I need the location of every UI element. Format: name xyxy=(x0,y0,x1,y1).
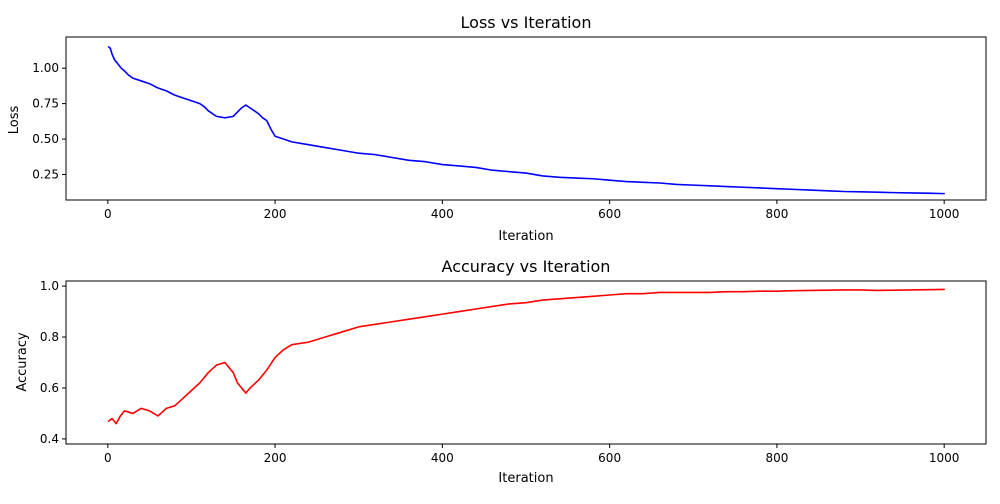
x-tick-label: 400 xyxy=(431,451,454,465)
chart-title: Loss vs Iteration xyxy=(461,13,592,32)
y-tick-label: 1.0 xyxy=(40,279,59,293)
x-axis-label: Iteration xyxy=(498,229,553,244)
y-tick-label: 0.50 xyxy=(32,132,59,146)
x-tick-label: 800 xyxy=(765,207,788,221)
y-tick-label: 1.00 xyxy=(32,61,59,75)
y-tick-label: 0.4 xyxy=(40,432,59,446)
x-tick-label: 600 xyxy=(598,451,621,465)
axis-ticks: 0 200 400 600 800 1000 0.4 0.6 0.8 1.0 xyxy=(40,279,960,465)
x-tick-label: 0 xyxy=(104,207,112,221)
y-tick-label: 0.8 xyxy=(40,330,59,344)
axes-frame xyxy=(65,280,987,445)
x-tick-label: 400 xyxy=(431,207,454,221)
series-line xyxy=(107,46,945,195)
accuracy-chart: Accuracy vs Iteration Iteration Accuracy… xyxy=(15,257,987,486)
x-tick-label: 200 xyxy=(264,451,287,465)
y-axis-label: Accuracy xyxy=(15,332,30,392)
y-tick-label: 0.75 xyxy=(32,97,59,111)
x-tick-label: 1000 xyxy=(929,451,960,465)
x-axis-label: Iteration xyxy=(498,471,553,486)
y-tick-label: 0.6 xyxy=(40,381,59,395)
axes-frame xyxy=(65,36,987,201)
plot-area xyxy=(107,288,945,425)
axis-ticks: 0 200 400 600 800 1000 0.25 0.50 0.75 1.00 xyxy=(32,61,959,221)
x-tick-label: 1000 xyxy=(929,207,960,221)
x-tick-label: 0 xyxy=(104,451,112,465)
series-line xyxy=(107,288,945,425)
x-tick-label: 800 xyxy=(765,451,788,465)
y-tick-label: 0.25 xyxy=(32,167,59,181)
plot-area xyxy=(107,46,945,195)
x-tick-label: 200 xyxy=(264,207,287,221)
x-tick-label: 600 xyxy=(598,207,621,221)
loss-chart: Loss vs Iteration Iteration Loss 0 200 400… xyxy=(7,13,987,244)
y-axis-label: Loss xyxy=(7,106,22,135)
chart-title: Accuracy vs Iteration xyxy=(442,257,611,276)
